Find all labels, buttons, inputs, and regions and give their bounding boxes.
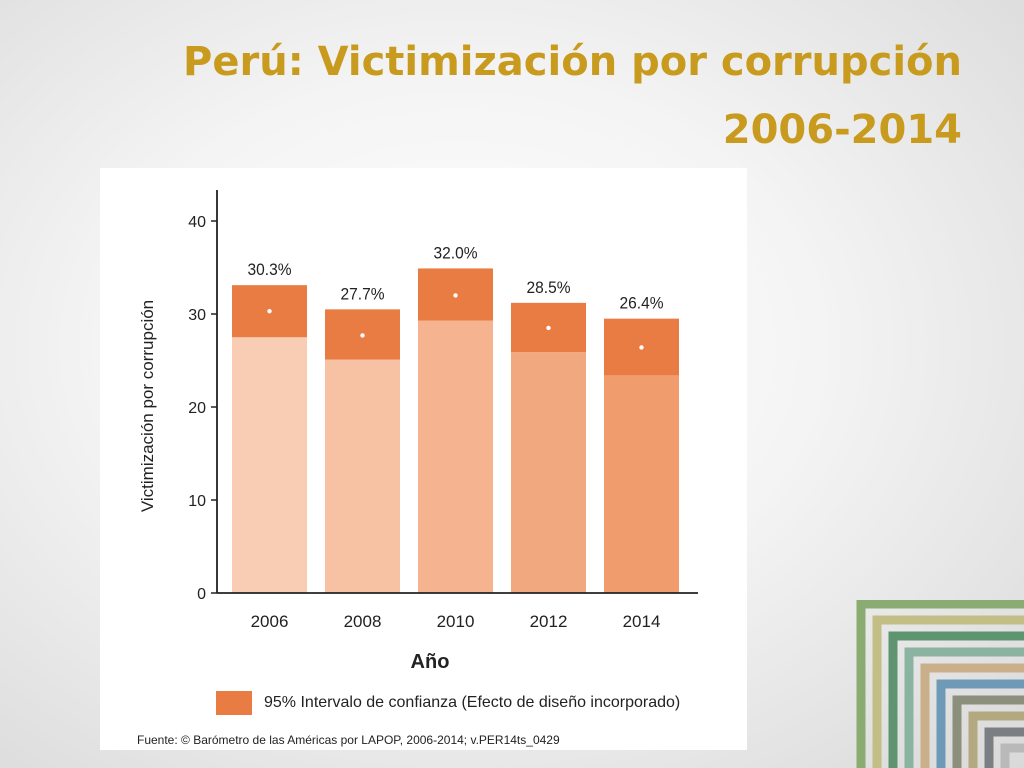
source-note: Fuente: © Barómetro de las Américas por … (137, 733, 560, 747)
bar-value-label: 28.5% (527, 278, 571, 297)
legend-label: 95% Intervalo de confianza (Efecto de di… (264, 694, 681, 711)
point-estimate-dot (267, 309, 272, 314)
slide-title: Perú: Victimización por corrupción 2006-… (62, 28, 962, 164)
y-tick-label: 30 (188, 307, 206, 324)
x-tick-label: 2006 (251, 612, 289, 631)
y-tick-label: 20 (188, 400, 206, 417)
point-estimate-dot (639, 345, 644, 350)
bar-value-label: 26.4% (620, 294, 664, 313)
bar (511, 352, 586, 593)
y-tick-label: 40 (188, 214, 206, 231)
decorative-stripes-graphic (856, 600, 1024, 768)
point-estimate-dot (453, 293, 458, 298)
legend-swatch-ci (216, 691, 252, 715)
y-tick-label: 10 (188, 493, 206, 510)
slide-title-line1: Perú: Victimización por corrupción (183, 39, 962, 85)
x-tick-label: 2008 (344, 612, 382, 631)
point-estimate-dot (546, 325, 551, 331)
bar-value-label: 32.0% (434, 243, 478, 262)
bar-chart: 0 10 20 30 40 30.3% 2006 27.7% 2008 32.0% 2010 28.5… (138, 190, 698, 673)
bar (418, 320, 493, 593)
bar (232, 337, 307, 593)
chart-panel: 0 10 20 30 40 30.3% 2006 27.7% 2008 32.0% 2010 28.5… (100, 168, 747, 750)
y-tick-label: 0 (197, 586, 206, 603)
bar-value-label: 30.3% (248, 260, 292, 279)
x-tick-label: 2012 (530, 612, 568, 631)
x-axis-title: Año (411, 651, 450, 673)
y-axis-title: Victimización por corrupción (138, 300, 157, 512)
x-tick-label: 2014 (623, 612, 661, 631)
x-tick-label: 2010 (437, 612, 475, 631)
slide-title-line2: 2006-2014 (722, 107, 962, 153)
bar-value-label: 27.7% (341, 284, 385, 303)
chart-legend: 95% Intervalo de confianza (Efecto de di… (216, 690, 680, 716)
bar (325, 359, 400, 593)
point-estimate-dot (360, 333, 365, 338)
bar (604, 375, 679, 593)
